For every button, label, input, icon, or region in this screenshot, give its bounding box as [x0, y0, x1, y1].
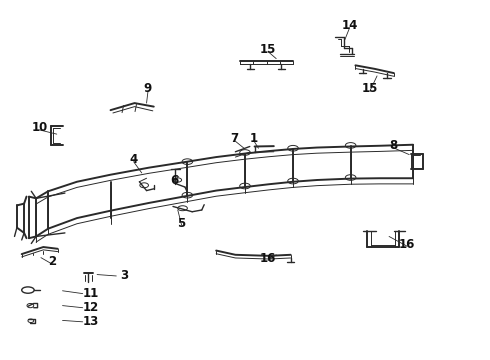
Text: 5: 5	[177, 217, 186, 230]
Text: 3: 3	[120, 270, 128, 283]
Text: 16: 16	[260, 252, 276, 265]
Text: 15: 15	[260, 43, 276, 56]
Text: 1: 1	[249, 132, 258, 145]
Text: 10: 10	[31, 121, 48, 134]
Text: 12: 12	[82, 301, 98, 314]
Text: 8: 8	[389, 139, 397, 152]
Text: 7: 7	[230, 132, 239, 145]
Text: 11: 11	[82, 287, 98, 300]
Text: 2: 2	[48, 255, 56, 268]
Text: 4: 4	[129, 153, 138, 166]
Text: 15: 15	[362, 82, 378, 95]
Text: 14: 14	[342, 19, 358, 32]
Text: 13: 13	[82, 315, 98, 328]
Text: 6: 6	[170, 174, 178, 186]
Text: 9: 9	[144, 82, 152, 95]
Text: 16: 16	[399, 238, 416, 251]
